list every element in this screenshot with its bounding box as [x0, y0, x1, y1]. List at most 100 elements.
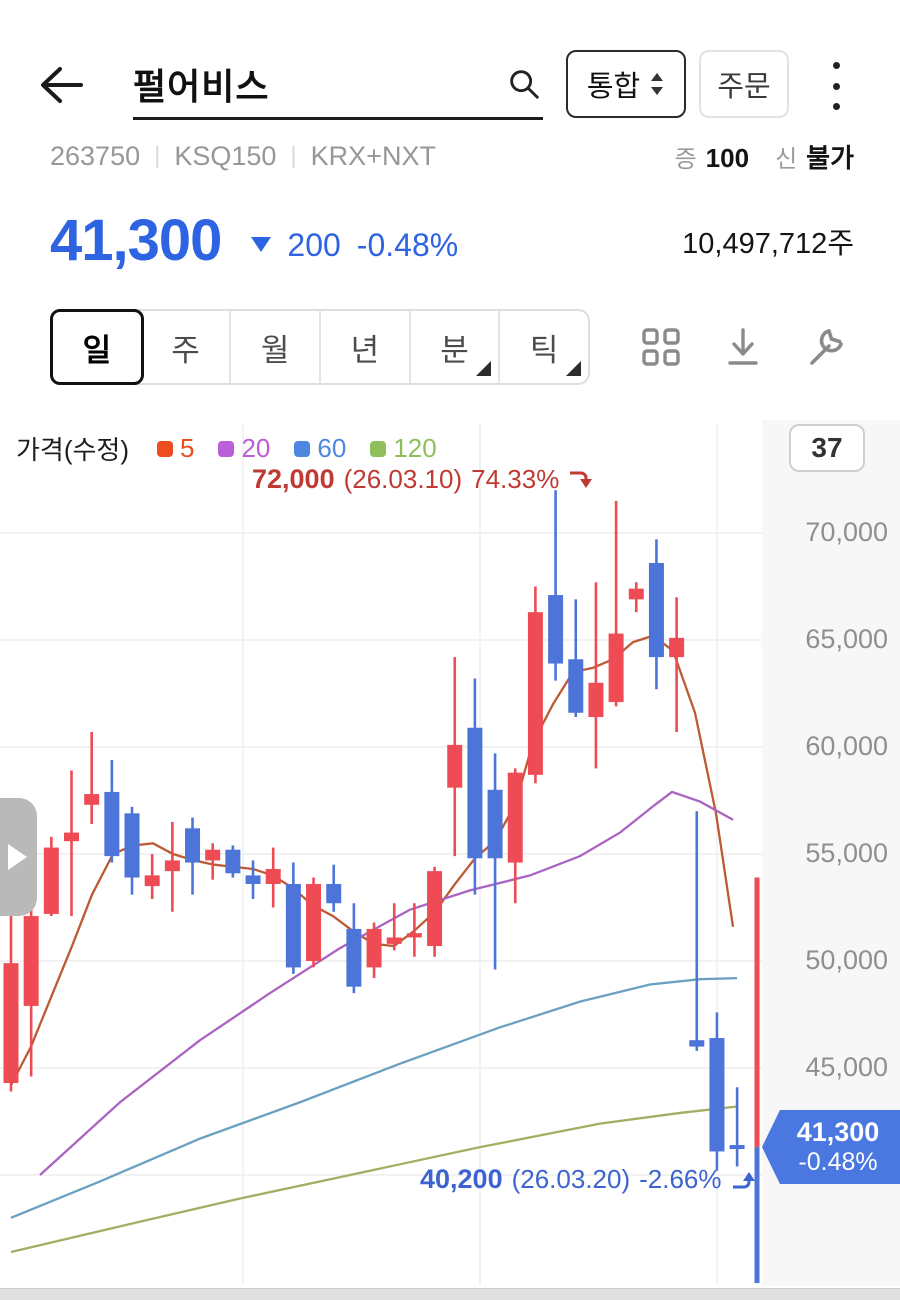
legend-label: 60 — [317, 433, 347, 463]
candle-body — [326, 883, 342, 904]
candle-body — [427, 871, 443, 947]
order-button-label: 주문 — [717, 71, 771, 103]
price-change-pct: -0.48% — [356, 227, 459, 263]
legend-items: 5 20 60 120 — [157, 433, 437, 464]
market-label: KRX+NXT — [310, 140, 436, 171]
tab-틱[interactable]: 틱 — [500, 311, 588, 383]
tab-label: 주 — [171, 332, 200, 368]
high-price: 72,000 — [252, 464, 335, 494]
legend-swatch — [294, 440, 311, 457]
search-icon[interactable] — [505, 65, 543, 103]
tab-분[interactable]: 분 — [411, 311, 501, 383]
candle-body — [467, 727, 483, 859]
candle-body — [588, 682, 604, 718]
legend-label: 120 — [393, 433, 437, 463]
settings-wrench-icon[interactable] — [802, 324, 848, 370]
low-date: (26.03.20) — [511, 1164, 631, 1194]
current-price: 41,300 — [50, 208, 222, 273]
ma20-line — [39, 790, 734, 1176]
order-button[interactable]: 주문 — [699, 50, 789, 118]
current-price-tag: 41,300 -0.48% — [762, 1110, 900, 1184]
candle-body — [527, 612, 543, 775]
legend-swatch — [370, 440, 387, 457]
candle-body — [406, 933, 422, 938]
candle-body — [608, 633, 624, 703]
candle-body — [346, 928, 362, 987]
candle-body — [487, 789, 503, 859]
credit-value: 불가 — [806, 142, 854, 173]
index-membership: KSQ150 — [174, 140, 277, 171]
more-menu-icon[interactable] — [831, 62, 841, 110]
candle-body — [205, 849, 221, 861]
high-date: (26.03.10) — [343, 464, 463, 494]
candle-body — [124, 813, 140, 878]
legend-item-ma60: 60 — [294, 433, 346, 464]
candle-body — [709, 1038, 725, 1152]
legend-label: 20 — [241, 433, 271, 463]
candle-body — [164, 860, 180, 872]
legend-swatch — [218, 440, 235, 457]
submenu-corner-icon — [476, 361, 492, 376]
back-icon[interactable] — [36, 60, 86, 110]
low-pct: -2.66% — [639, 1164, 722, 1194]
legend-title: 가격(수정) — [16, 435, 129, 465]
candle-body — [225, 849, 241, 874]
submenu-corner-icon — [566, 361, 582, 376]
candle-body — [689, 1040, 705, 1047]
margin-value: 100 — [705, 142, 750, 173]
candle-body — [144, 875, 160, 887]
price-chart[interactable] — [0, 420, 762, 1286]
bottom-bar — [0, 1288, 900, 1300]
stock-title: 펄어비스 — [133, 65, 270, 107]
tab-label: 월 — [260, 332, 290, 368]
tab-년[interactable]: 년 — [321, 311, 411, 383]
y-axis-label: 70,000 — [805, 517, 888, 547]
candle-body — [306, 883, 322, 961]
price-summary: 41,300 200 -0.48% 10,497,712주 — [50, 192, 854, 270]
candle-body — [507, 772, 523, 863]
stock-code: 263750 — [50, 140, 141, 171]
candle-body — [23, 916, 39, 1006]
arrow-down-curve-icon — [570, 471, 593, 488]
chart-area: 70,000 65,000 60,000 55,000 50,000 45,000 가격(… — [0, 420, 900, 1288]
app-header: 펄어비스 통합 주문 — [0, 22, 900, 120]
candle-body — [104, 791, 120, 857]
stock-search-field[interactable]: 펄어비스 — [133, 50, 543, 120]
candle-body — [265, 868, 281, 884]
divider: | — [154, 142, 161, 169]
candle-body — [648, 562, 664, 658]
candle-body — [669, 637, 685, 658]
mode-select-button[interactable]: 통합 — [566, 50, 686, 118]
candle-body — [628, 588, 644, 600]
grid-layout-icon[interactable] — [638, 324, 684, 370]
candle-body — [3, 963, 19, 1083]
tab-label: 틱 — [529, 332, 559, 368]
tab-주[interactable]: 주 — [142, 311, 232, 383]
candle-body — [64, 832, 80, 842]
ma120-line — [10, 1105, 738, 1254]
tab-월[interactable]: 월 — [231, 311, 322, 383]
tab-label: 분 — [440, 332, 469, 368]
y-axis-label: 50,000 — [805, 945, 888, 975]
candle-count-badge[interactable]: 37 — [789, 424, 865, 472]
down-triangle-icon — [251, 237, 272, 252]
y-axis-label: 55,000 — [805, 838, 888, 868]
tab-일[interactable]: 일 — [50, 309, 144, 385]
candle-body — [285, 883, 301, 968]
legend-label: 5 — [180, 433, 195, 463]
side-drawer-handle[interactable] — [0, 798, 37, 916]
ma60-line — [10, 976, 738, 1219]
candle-body — [84, 794, 100, 805]
download-icon[interactable] — [720, 324, 766, 370]
legend-item-ma5: 5 — [157, 433, 194, 464]
y-axis-label: 60,000 — [805, 731, 888, 761]
credit-label: 신 — [775, 145, 798, 173]
high-pct: 74.33% — [471, 464, 560, 494]
legend-item-ma20: 20 — [218, 433, 270, 464]
chart-legend: 가격(수정) 5 20 60 120 — [16, 430, 437, 467]
tag-pct: -0.48% — [798, 1148, 878, 1177]
tab-label: 일 — [82, 332, 112, 368]
legend-swatch — [157, 440, 173, 457]
